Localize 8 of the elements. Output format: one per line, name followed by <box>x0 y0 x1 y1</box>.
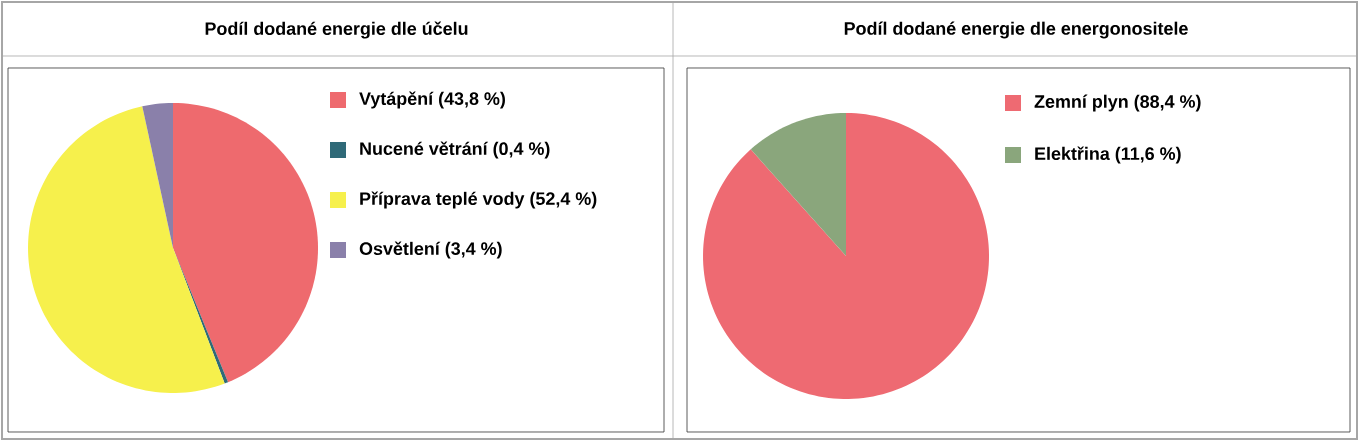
chart-title: Podíl dodané energie dle účelu <box>205 21 468 39</box>
legend-label: Příprava teplé vody (52,4 %) <box>360 191 597 209</box>
legend-label: Nucené větrání (0,4 %) <box>360 141 550 159</box>
legend-label: Osvětlení (3,4 %) <box>359 241 502 259</box>
chart-title: Podíl dodané energie dle energonositele <box>844 21 1188 39</box>
legend-label: Zemní plyn (88,4 %) <box>1034 94 1201 112</box>
legend-label: Elektřina (11,6 %) <box>1035 146 1181 164</box>
legend-label: Vytápění (43,8 %) <box>359 91 505 109</box>
